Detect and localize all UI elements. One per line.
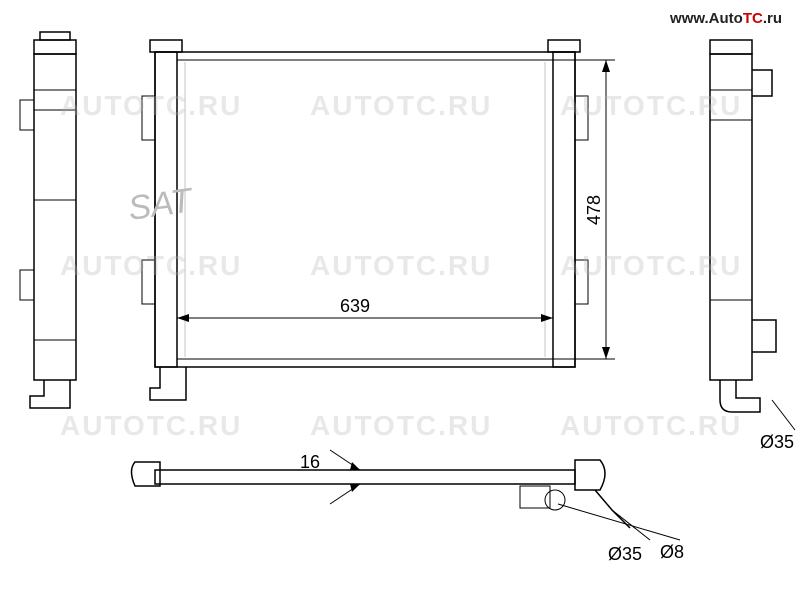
dim-width: 639 — [177, 60, 553, 335]
url-suffix: .ru — [763, 10, 782, 27]
dim-outlet-label: Ø35 — [608, 544, 642, 564]
site-url: www.AutoTC.ru — [670, 10, 782, 27]
left-side-view — [20, 32, 76, 408]
dim-inlet-label: Ø35 — [760, 432, 794, 452]
dim-height-label: 478 — [584, 195, 604, 225]
bottom-view: 16 Ø35 Ø8 — [132, 450, 685, 564]
dim-width-label: 639 — [340, 296, 370, 316]
dim-thickness-label: 16 — [300, 452, 320, 472]
dim-thickness: 16 — [300, 450, 360, 504]
right-side-view: Ø35 — [710, 40, 795, 452]
dim-drain-label: Ø8 — [660, 542, 684, 562]
url-prefix: www.Auto — [670, 10, 743, 27]
dim-port-bottom: Ø35 — [595, 490, 650, 564]
url-mid: TC — [743, 10, 763, 27]
front-view: 639 478 — [142, 40, 615, 400]
dim-port-top: Ø35 — [760, 400, 795, 452]
dim-height: 478 — [553, 60, 615, 359]
technical-drawing: 639 478 Ø35 — [0, 0, 800, 600]
brand-mark: SAT — [126, 181, 196, 228]
